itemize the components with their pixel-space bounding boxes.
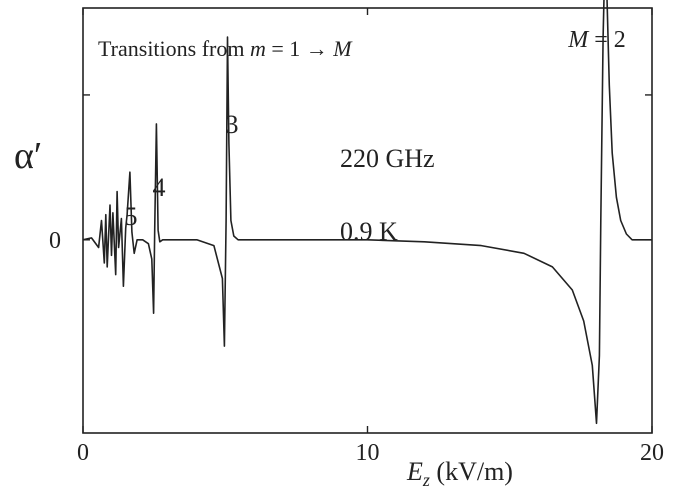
annotation-3: 3 [226,110,239,139]
axes: 0 10 20 0 [49,7,664,466]
x-axis-label: Ez (kV/m) [406,457,513,490]
x-tick-label: 20 [640,440,664,466]
x-tick-label: 10 [356,440,380,466]
annotation-0-9-k: 0.9 K [340,217,398,246]
title-eq: = 1 → [266,36,333,61]
x-axis-label-sub: z [422,470,430,490]
annotation-m2: M = 2 [567,27,626,53]
chart-title: Transitions from m = 1 → M [98,36,353,61]
y-tick-label: 0 [49,228,61,254]
series-line [82,0,652,425]
y-axis-label: α′ [14,135,42,177]
x-axis-label-units: (kV/m) [430,457,513,486]
title-M: M [332,36,353,61]
annotation-220-ghz: 220 GHz [340,144,435,173]
x-tick-label: 0 [77,440,89,466]
title-m: m [250,36,266,61]
x-axis-label-E: E [406,457,423,486]
annotation-5: 5 [125,202,138,231]
title-prefix: Transitions from [98,36,250,61]
annotation-4: 4 [153,173,166,202]
annotations: 220 GHz 0.9 K 3 45 M = 2 [125,27,626,246]
